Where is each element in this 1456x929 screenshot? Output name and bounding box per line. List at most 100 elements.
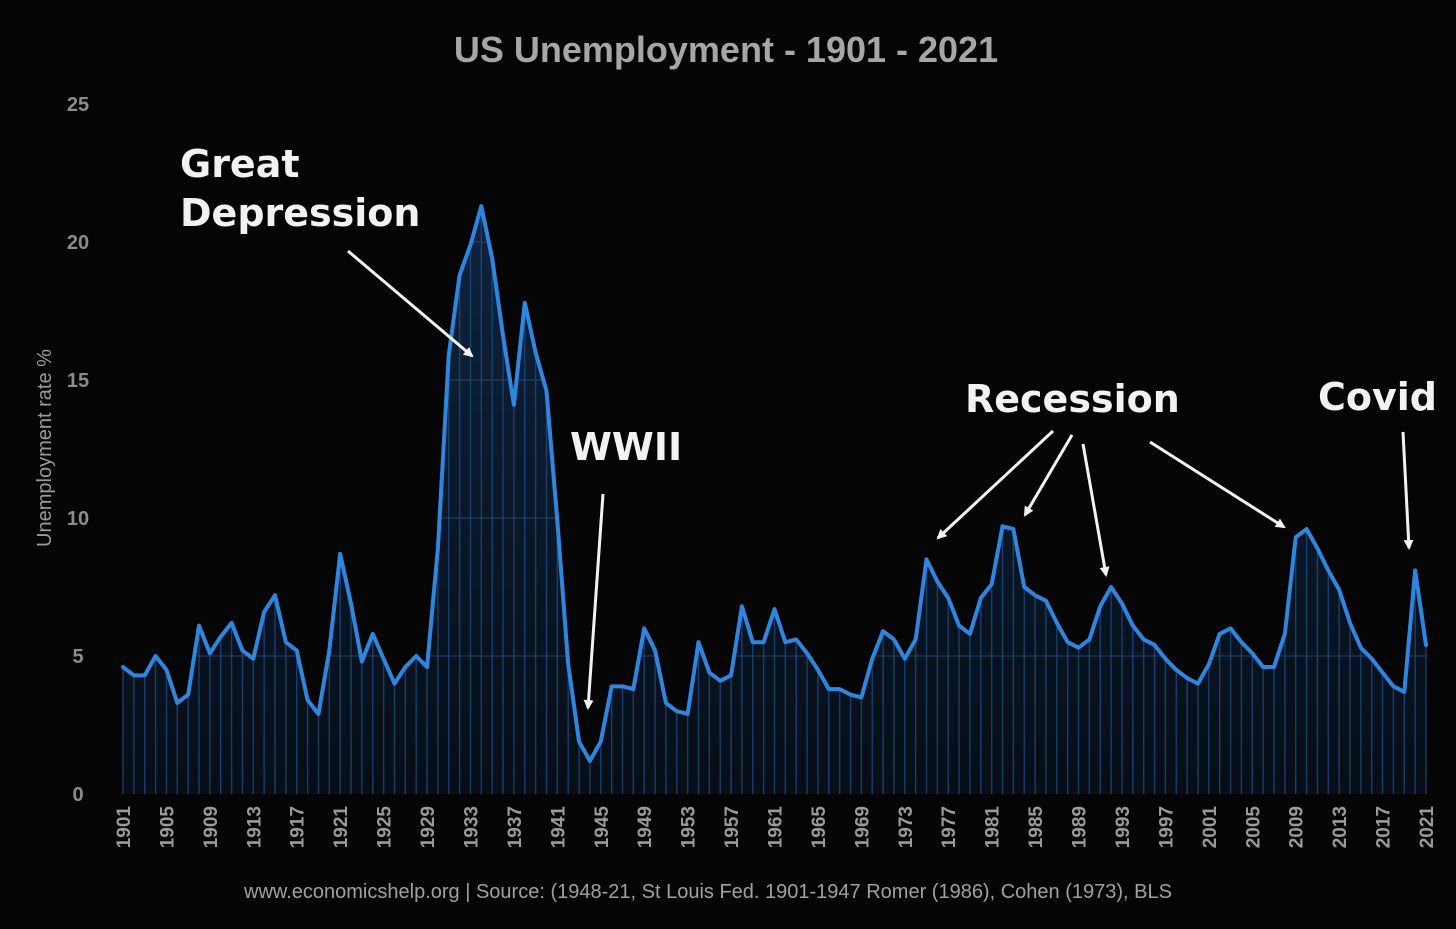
data-point-1916 — [284, 640, 288, 644]
data-point-1969 — [859, 695, 863, 700]
data-point-1932 — [458, 273, 462, 277]
x-tick-2021: 2021 — [1417, 806, 1438, 849]
x-tick-1941: 1941 — [548, 806, 569, 849]
x-tick-1949: 1949 — [635, 806, 656, 848]
x-tick-1917: 1917 — [288, 806, 309, 848]
data-point-1960 — [762, 640, 766, 644]
x-tick-1981: 1981 — [983, 806, 1004, 849]
data-point-1956 — [718, 679, 722, 683]
x-tick-1945: 1945 — [592, 806, 613, 849]
data-point-1917 — [295, 648, 299, 653]
annotation-great-depression-line2: Depression — [180, 191, 420, 235]
chart-title: US Unemployment - 1901 - 2021 — [454, 29, 998, 70]
data-point-1927 — [403, 665, 407, 669]
data-point-1936 — [501, 334, 505, 338]
x-tick-1985: 1985 — [1026, 806, 1047, 849]
data-point-1994 — [1131, 624, 1135, 628]
data-point-1923 — [360, 659, 364, 664]
data-point-1979 — [968, 632, 972, 636]
data-point-1931 — [447, 353, 451, 357]
x-tick-1905: 1905 — [157, 806, 178, 849]
data-point-2015 — [1359, 646, 1363, 650]
data-point-1948 — [631, 687, 635, 691]
arrow-wwii — [583, 493, 605, 710]
data-point-1984 — [1022, 585, 1026, 589]
annotation-recession: Recession — [965, 377, 1180, 421]
data-point-1940 — [544, 389, 549, 393]
annotation-great-depression: Great Depression — [180, 142, 420, 235]
data-point-1914 — [262, 610, 266, 614]
x-tick-2017: 2017 — [1374, 806, 1395, 848]
data-point-1997 — [1163, 657, 1167, 661]
data-point-1951 — [664, 701, 668, 705]
data-point-2009 — [1294, 535, 1298, 539]
data-point-1954 — [696, 640, 701, 644]
data-line — [121, 204, 1428, 763]
data-point-1973 — [903, 657, 907, 661]
data-point-1906 — [175, 701, 179, 705]
data-point-2013 — [1337, 588, 1341, 592]
x-tick-1925: 1925 — [375, 806, 396, 849]
data-point-1968 — [848, 693, 853, 697]
data-point-1909 — [208, 651, 212, 655]
arrow-recession-2009 — [1149, 440, 1286, 529]
data-point-1983 — [1011, 527, 1015, 531]
annotation-wwii: WWII — [570, 425, 682, 469]
x-tick-2001: 2001 — [1200, 806, 1221, 849]
data-point-1920 — [327, 648, 331, 653]
data-point-1942 — [566, 662, 570, 666]
data-point-1992 — [1109, 585, 1113, 589]
data-point-1930 — [436, 546, 440, 550]
data-point-2000 — [1196, 682, 1200, 686]
x-tick-1909: 1909 — [201, 806, 222, 848]
data-point-1976 — [935, 579, 939, 584]
data-point-2002 — [1218, 632, 1222, 636]
arrow-recession-1992 — [1081, 443, 1110, 577]
data-point-1978 — [957, 624, 961, 628]
data-point-1998 — [1174, 668, 1178, 672]
data-point-1911 — [229, 621, 234, 625]
data-point-1934 — [479, 204, 483, 208]
data-point-1987 — [1055, 621, 1059, 625]
x-tick-2005: 2005 — [1243, 806, 1264, 849]
x-tick-2013: 2013 — [1330, 806, 1351, 848]
y-axis: 0 5 10 15 20 25 — [67, 94, 89, 806]
data-point-2019 — [1402, 690, 1406, 694]
data-point-2018 — [1391, 684, 1396, 688]
y-axis-label: Unemployment rate % — [34, 349, 56, 547]
data-point-1905 — [164, 668, 169, 672]
data-point-1903 — [143, 673, 147, 677]
x-tick-1997: 1997 — [1156, 806, 1177, 848]
data-point-1961 — [772, 607, 777, 611]
data-point-1922 — [349, 601, 353, 606]
data-point-1949 — [642, 626, 646, 631]
x-tick-1989: 1989 — [1070, 806, 1091, 848]
data-point-1985 — [1033, 593, 1037, 597]
data-point-1957 — [729, 673, 733, 677]
data-point-1904 — [153, 654, 158, 658]
data-point-2008 — [1283, 632, 1287, 636]
data-point-1982 — [1000, 524, 1005, 528]
data-point-1915 — [273, 593, 277, 597]
data-point-1902 — [132, 673, 136, 677]
data-point-1981 — [990, 582, 994, 586]
data-point-1955 — [707, 670, 711, 675]
data-point-2001 — [1207, 662, 1211, 666]
data-point-1910 — [219, 635, 223, 639]
data-point-1971 — [881, 629, 885, 633]
data-point-1995 — [1142, 637, 1146, 642]
arrow-great-depression — [347, 249, 474, 358]
data-point-1962 — [783, 640, 787, 644]
data-point-1926 — [392, 682, 397, 686]
data-point-2012 — [1326, 568, 1330, 573]
data-point-1908 — [197, 624, 201, 628]
data-point-1912 — [240, 648, 245, 653]
data-point-2021 — [1424, 643, 1428, 647]
data-point-1952 — [675, 709, 679, 713]
data-point-1988 — [1066, 640, 1070, 644]
data-point-1939 — [534, 350, 538, 354]
data-point-2011 — [1315, 546, 1320, 550]
data-point-2007 — [1272, 665, 1276, 669]
data-point-1993 — [1120, 601, 1124, 606]
source-footer: www.economicshelp.org | Source: (1948-21… — [243, 881, 1172, 903]
